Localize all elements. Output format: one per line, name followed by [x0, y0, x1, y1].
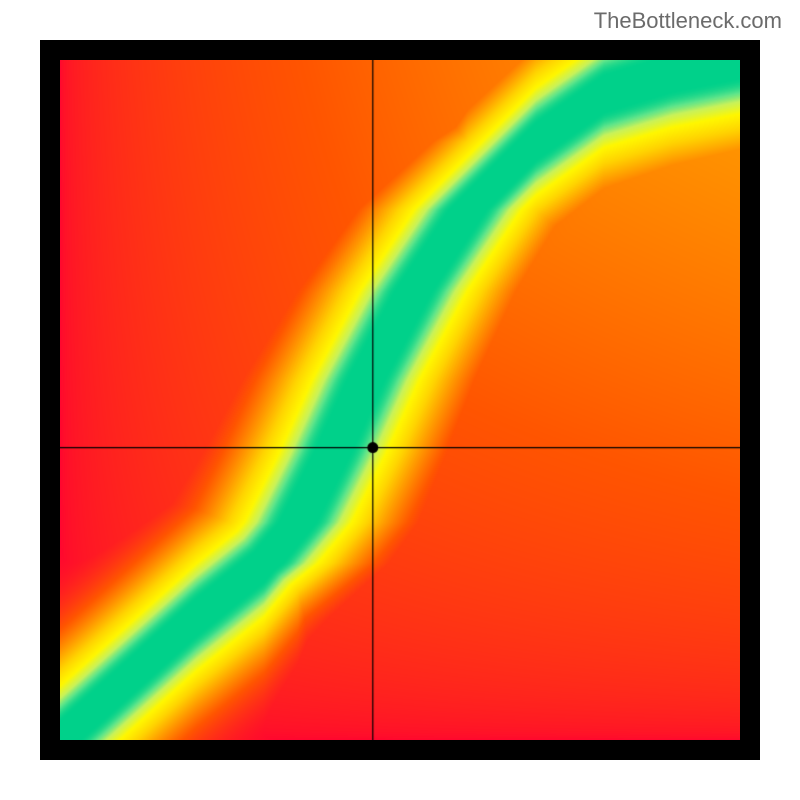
plot-area [60, 60, 740, 740]
chart-frame [40, 40, 760, 760]
watermark-text: TheBottleneck.com [594, 8, 782, 34]
heatmap-canvas [60, 60, 740, 740]
chart-container: TheBottleneck.com [0, 0, 800, 800]
